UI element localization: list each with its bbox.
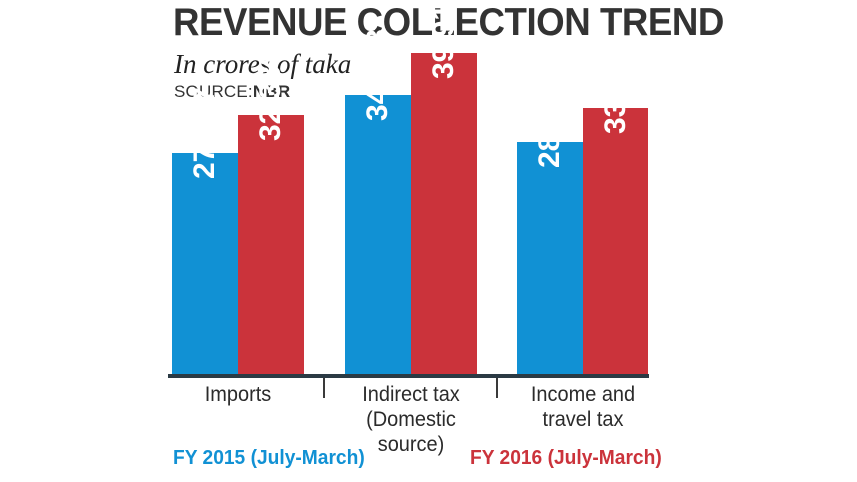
chart-source: SOURCE:NBR [174, 82, 290, 102]
tick-between-imports-indirect [323, 376, 325, 398]
category-label-line: (Domestic source) [366, 408, 456, 456]
tick-between-indirect-income [496, 376, 498, 398]
chart-subtitle: In crores of taka [174, 49, 352, 79]
category-label-line: Indirect tax [362, 383, 460, 406]
bar-value-imports-fy2015: 27,057 [188, 87, 221, 179]
source-value: NBR [252, 82, 291, 101]
bar-value-imports-fy2016: 32,338 [254, 49, 287, 141]
category-label-line: Imports [204, 383, 272, 406]
legend-item-fy2016: FY 2016 (July-March) [470, 447, 662, 469]
category-label-income-travel: Income and travel tax [507, 382, 659, 432]
bar-value-indirect-tax-fy2015: 34,908 [361, 29, 394, 121]
x-axis-baseline [168, 374, 649, 378]
category-label-line: Income and [530, 383, 636, 406]
bar-indirect-tax-fy2016: 39,915 [411, 0, 477, 376]
category-label-line: travel tax [542, 408, 624, 431]
category-label-imports: Imports [162, 382, 314, 407]
bar-value-income-travel-fy2016: 33,178 [598, 42, 632, 134]
bar-imports-fy2015: 27,057 [172, 87, 238, 376]
bar-value-income-travel-fy2015: 28,993 [533, 76, 566, 168]
bar-income-travel-fy2016: 33,178 [583, 42, 648, 376]
bar-imports-fy2016: 32,338 [238, 49, 304, 376]
bar-income-travel-fy2015: 28,993 [517, 76, 583, 376]
source-label: SOURCE: [174, 82, 253, 101]
bar-indirect-tax-fy2015: 34,908 [345, 29, 411, 376]
legend-item-fy2015: FY 2015 (July-March) [173, 447, 365, 469]
bar-value-indirect-tax-fy2016: 39,915 [427, 0, 460, 79]
category-label-indirect-tax: Indirect tax (Domestic source) [335, 382, 487, 457]
chart-title: REVENUE COLLECTION TREND [173, 1, 724, 44]
